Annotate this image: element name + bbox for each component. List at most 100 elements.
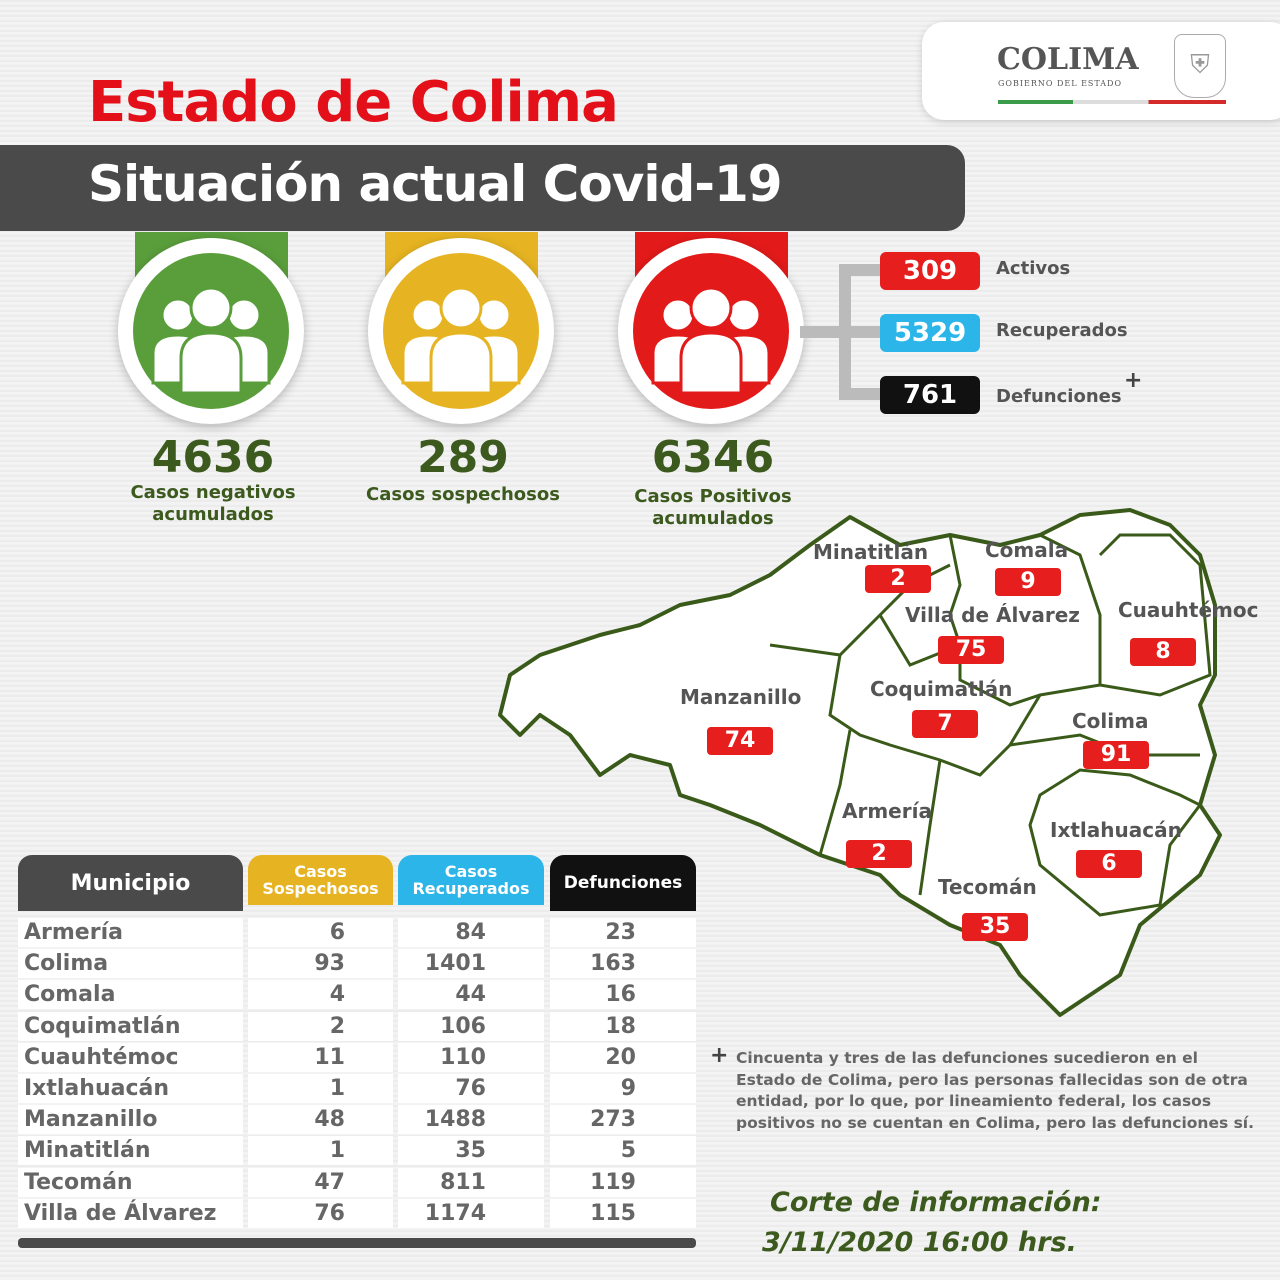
breakdown-label: Activos: [996, 258, 1071, 279]
table-cell: 1174: [398, 1198, 544, 1228]
table-cell: 1: [248, 1136, 393, 1166]
map-municipality-name: Villa de Álvarez: [905, 603, 1080, 627]
municipality-name: Cuauhtémoc: [18, 1042, 243, 1072]
map-municipality-name: Minatitlán: [813, 540, 929, 564]
map-case-badge: 91: [1083, 741, 1149, 769]
summary-label: Casos sospechosos: [366, 484, 560, 505]
table-cell: 11: [248, 1042, 393, 1072]
breakdown-label: Defunciones: [996, 386, 1122, 407]
table-cell: 23: [550, 918, 696, 947]
bracket-connector: [800, 264, 882, 400]
table-cell: 16: [550, 980, 696, 1010]
map-municipality-name: Armería: [842, 799, 932, 823]
table-cell: 47: [248, 1167, 393, 1197]
table-cell: 1: [248, 1074, 393, 1103]
table-row: Colima 93 1401 163: [18, 949, 696, 979]
coat-of-arms-icon: ⛨: [1174, 34, 1226, 98]
municipality-name: Colima: [18, 949, 243, 979]
table-cell: 35: [398, 1136, 544, 1166]
municipality-name: Minatitlán: [18, 1136, 243, 1166]
people-icon: [633, 253, 789, 409]
summary-value: 289: [417, 432, 509, 483]
plus-icon: +: [710, 1043, 729, 1068]
municipality-name: Manzanillo: [18, 1105, 243, 1135]
municipality-name: Villa de Álvarez: [18, 1198, 243, 1228]
table-cell: 18: [550, 1011, 696, 1041]
breakdown-value: 309: [880, 252, 980, 290]
map-outline: [498, 508, 1222, 1017]
cutoff-info: Corte de información: 3/11/2020 16:00 hr…: [762, 1183, 1102, 1263]
map-municipality-name: Manzanillo: [680, 685, 802, 709]
map-case-badge: 2: [846, 840, 912, 868]
map-case-badge: 6: [1076, 850, 1142, 878]
summary-label: Casos Positivos acumulados: [634, 486, 792, 529]
municipality-name: Tecomán: [18, 1167, 243, 1197]
table-row: Tecomán 47 811 119: [18, 1167, 696, 1197]
municipality-name: Armería: [18, 918, 243, 947]
table-cell: 76: [398, 1074, 544, 1103]
table-cell: 93: [248, 949, 393, 979]
table-cell: 84: [398, 918, 544, 947]
breakdown-label: Recuperados: [996, 320, 1128, 341]
logo-name: COLIMA: [997, 42, 1139, 77]
table-cell: 2: [248, 1011, 393, 1041]
map-municipality-name: Colima: [1072, 709, 1149, 733]
table-cell: 20: [550, 1042, 696, 1072]
cutoff-label: Corte de información:: [770, 1187, 1102, 1218]
map-municipality-name: Ixtlahuacán: [1050, 818, 1182, 842]
table-cell: 9: [550, 1074, 696, 1103]
map-case-badge: 35: [962, 913, 1028, 941]
table-cell: 48: [248, 1105, 393, 1135]
table-cell: 1401: [398, 949, 544, 979]
table-cell: 115: [550, 1198, 696, 1228]
summary-circle: [368, 238, 554, 424]
table-cell: 119: [550, 1167, 696, 1197]
table-cell: 110: [398, 1042, 544, 1072]
table-footer-bar: [18, 1238, 696, 1248]
table-row: Manzanillo 48 1488 273: [18, 1105, 696, 1135]
table-cell: 6: [248, 918, 393, 947]
table-cell: 273: [550, 1105, 696, 1135]
summary-label: Casos negativos acumulados: [130, 482, 296, 525]
map-case-badge: 74: [707, 727, 773, 755]
page-title: Estado de Colima: [88, 70, 619, 135]
table-cell: 5: [550, 1136, 696, 1166]
table-header: Casos Recuperados: [398, 855, 544, 905]
table-header: Municipio: [18, 855, 243, 911]
map-case-badge: 75: [938, 636, 1004, 664]
breakdown-value: 5329: [880, 314, 980, 352]
map-municipality-name: Tecomán: [938, 875, 1037, 899]
subtitle-bar: [0, 145, 965, 231]
flag-stripe: [998, 100, 1226, 104]
table-cell: 106: [398, 1011, 544, 1041]
municipality-name: Coquimatlán: [18, 1011, 243, 1041]
table-cell: 811: [398, 1167, 544, 1197]
map-municipality-name: Cuauhtémoc: [1118, 598, 1259, 622]
summary-value: 4636: [151, 432, 275, 483]
summary-circle: [118, 238, 304, 424]
people-icon: [133, 253, 289, 409]
map-municipality-name: Coquimatlán: [870, 677, 1013, 701]
government-logo: COLIMA GOBIERNO DEL ESTADO ⛨: [922, 22, 1280, 120]
table-row: Armería 6 84 23: [18, 918, 696, 947]
plus-icon: +: [1124, 368, 1143, 393]
table-row: Coquimatlán 2 106 18: [18, 1011, 696, 1041]
footnote: Cincuenta y tres de las defunciones suce…: [736, 1049, 1255, 1132]
logo-subtitle: GOBIERNO DEL ESTADO: [998, 79, 1123, 88]
breakdown-value: 761: [880, 376, 980, 414]
summary-circle: [618, 238, 804, 424]
table-cell: 4: [248, 980, 393, 1010]
map-case-badge: 9: [995, 568, 1061, 596]
table-cell: 1488: [398, 1105, 544, 1135]
municipality-map: Minatitlán 2 Comala 9 Villa de Álvarez 75 Cuau…: [480, 505, 1280, 1039]
table-cell: 76: [248, 1198, 393, 1228]
municipality-name: Ixtlahuacán: [18, 1074, 243, 1103]
map-case-badge: 2: [865, 565, 931, 593]
table-row: Comala 4 44 16: [18, 980, 696, 1010]
people-icon: [383, 253, 539, 409]
table-header: Defunciones: [550, 855, 696, 911]
municipality-name: Comala: [18, 980, 243, 1010]
cutoff-datetime: 3/11/2020 16:00 hrs.: [762, 1227, 1077, 1258]
map-case-badge: 8: [1130, 638, 1196, 666]
table-row: Villa de Álvarez 76 1174 115: [18, 1198, 696, 1228]
